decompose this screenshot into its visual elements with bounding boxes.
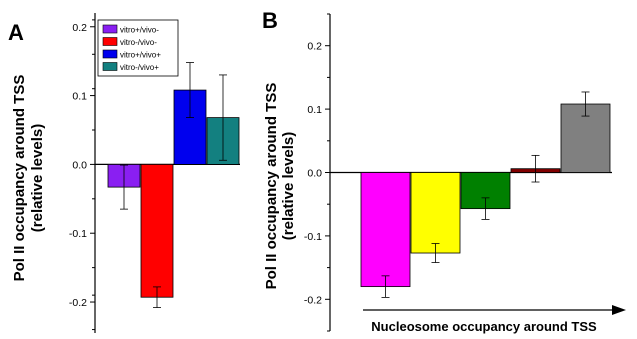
- panel-b-bar-1: [360, 172, 411, 288]
- panel-b-ytick-label: 0.2: [307, 41, 322, 53]
- legend-swatch-2: [102, 37, 118, 46]
- panel-b-xlabel: Nucleosome occupancy around TSS: [371, 319, 597, 334]
- panel-a-chart: Pol II occupancy around TSS (relative le…: [11, 13, 240, 333]
- panel-a-ylabel-line2: (relative levels): [29, 124, 46, 232]
- panel-a-ytick-label: 0.1: [72, 91, 87, 103]
- panel-b-ytick-label: 0.1: [307, 104, 322, 116]
- panel-b-ytick-label: -0.2: [304, 294, 322, 306]
- legend-label-2: vitro-/vivo-: [120, 38, 157, 47]
- legend-swatch-4: [102, 62, 118, 71]
- panel-b-plot: 0.2 0.1 0.0 -0.1 -0.2: [304, 13, 612, 332]
- panel-a-letter: A: [8, 20, 24, 45]
- panel-b-ytick-label: -0.1: [304, 231, 322, 243]
- legend-swatch-1: [102, 24, 118, 34]
- legend-label-3: vitro+/vivo+: [120, 51, 161, 60]
- legend-swatch-3: [102, 49, 118, 59]
- panel-a-plot: 0.2 0.1 0.0 -0.1 -0.2: [69, 13, 240, 333]
- legend-label-4: vitro-/vivo+: [120, 63, 159, 72]
- panel-b-chart: Pol II occupancy around TSS (relative le…: [263, 13, 626, 334]
- panel-a-bar-2: [140, 163, 174, 298]
- panel-b-ylabel-line2: (relative levels): [280, 132, 297, 240]
- panel-b-bar-2: [410, 172, 461, 254]
- panel-a-legend: vitro+/vivo-vitro-/vivo-vitro+/vivo+ vitr…: [97, 19, 179, 77]
- panel-b-letter: B: [262, 8, 278, 33]
- panel-a-ytick-label: -0.2: [69, 297, 87, 309]
- panel-a-ytick-label: 0.2: [72, 22, 87, 34]
- panel-b-ylabel-line1: Pol II occupancy around TSS: [263, 83, 280, 290]
- panel-a-ytick-label: 0.0: [72, 159, 87, 171]
- panel-a-ylabel-line1: Pol II occupancy around TSS: [11, 75, 28, 282]
- nucleosome-arrow-head: [612, 305, 626, 315]
- legend-label-1: vitro+/vivo-: [120, 26, 159, 35]
- panel-b-ytick-label: 0.0: [307, 168, 322, 180]
- panel-a-ytick-label: -0.1: [69, 228, 87, 240]
